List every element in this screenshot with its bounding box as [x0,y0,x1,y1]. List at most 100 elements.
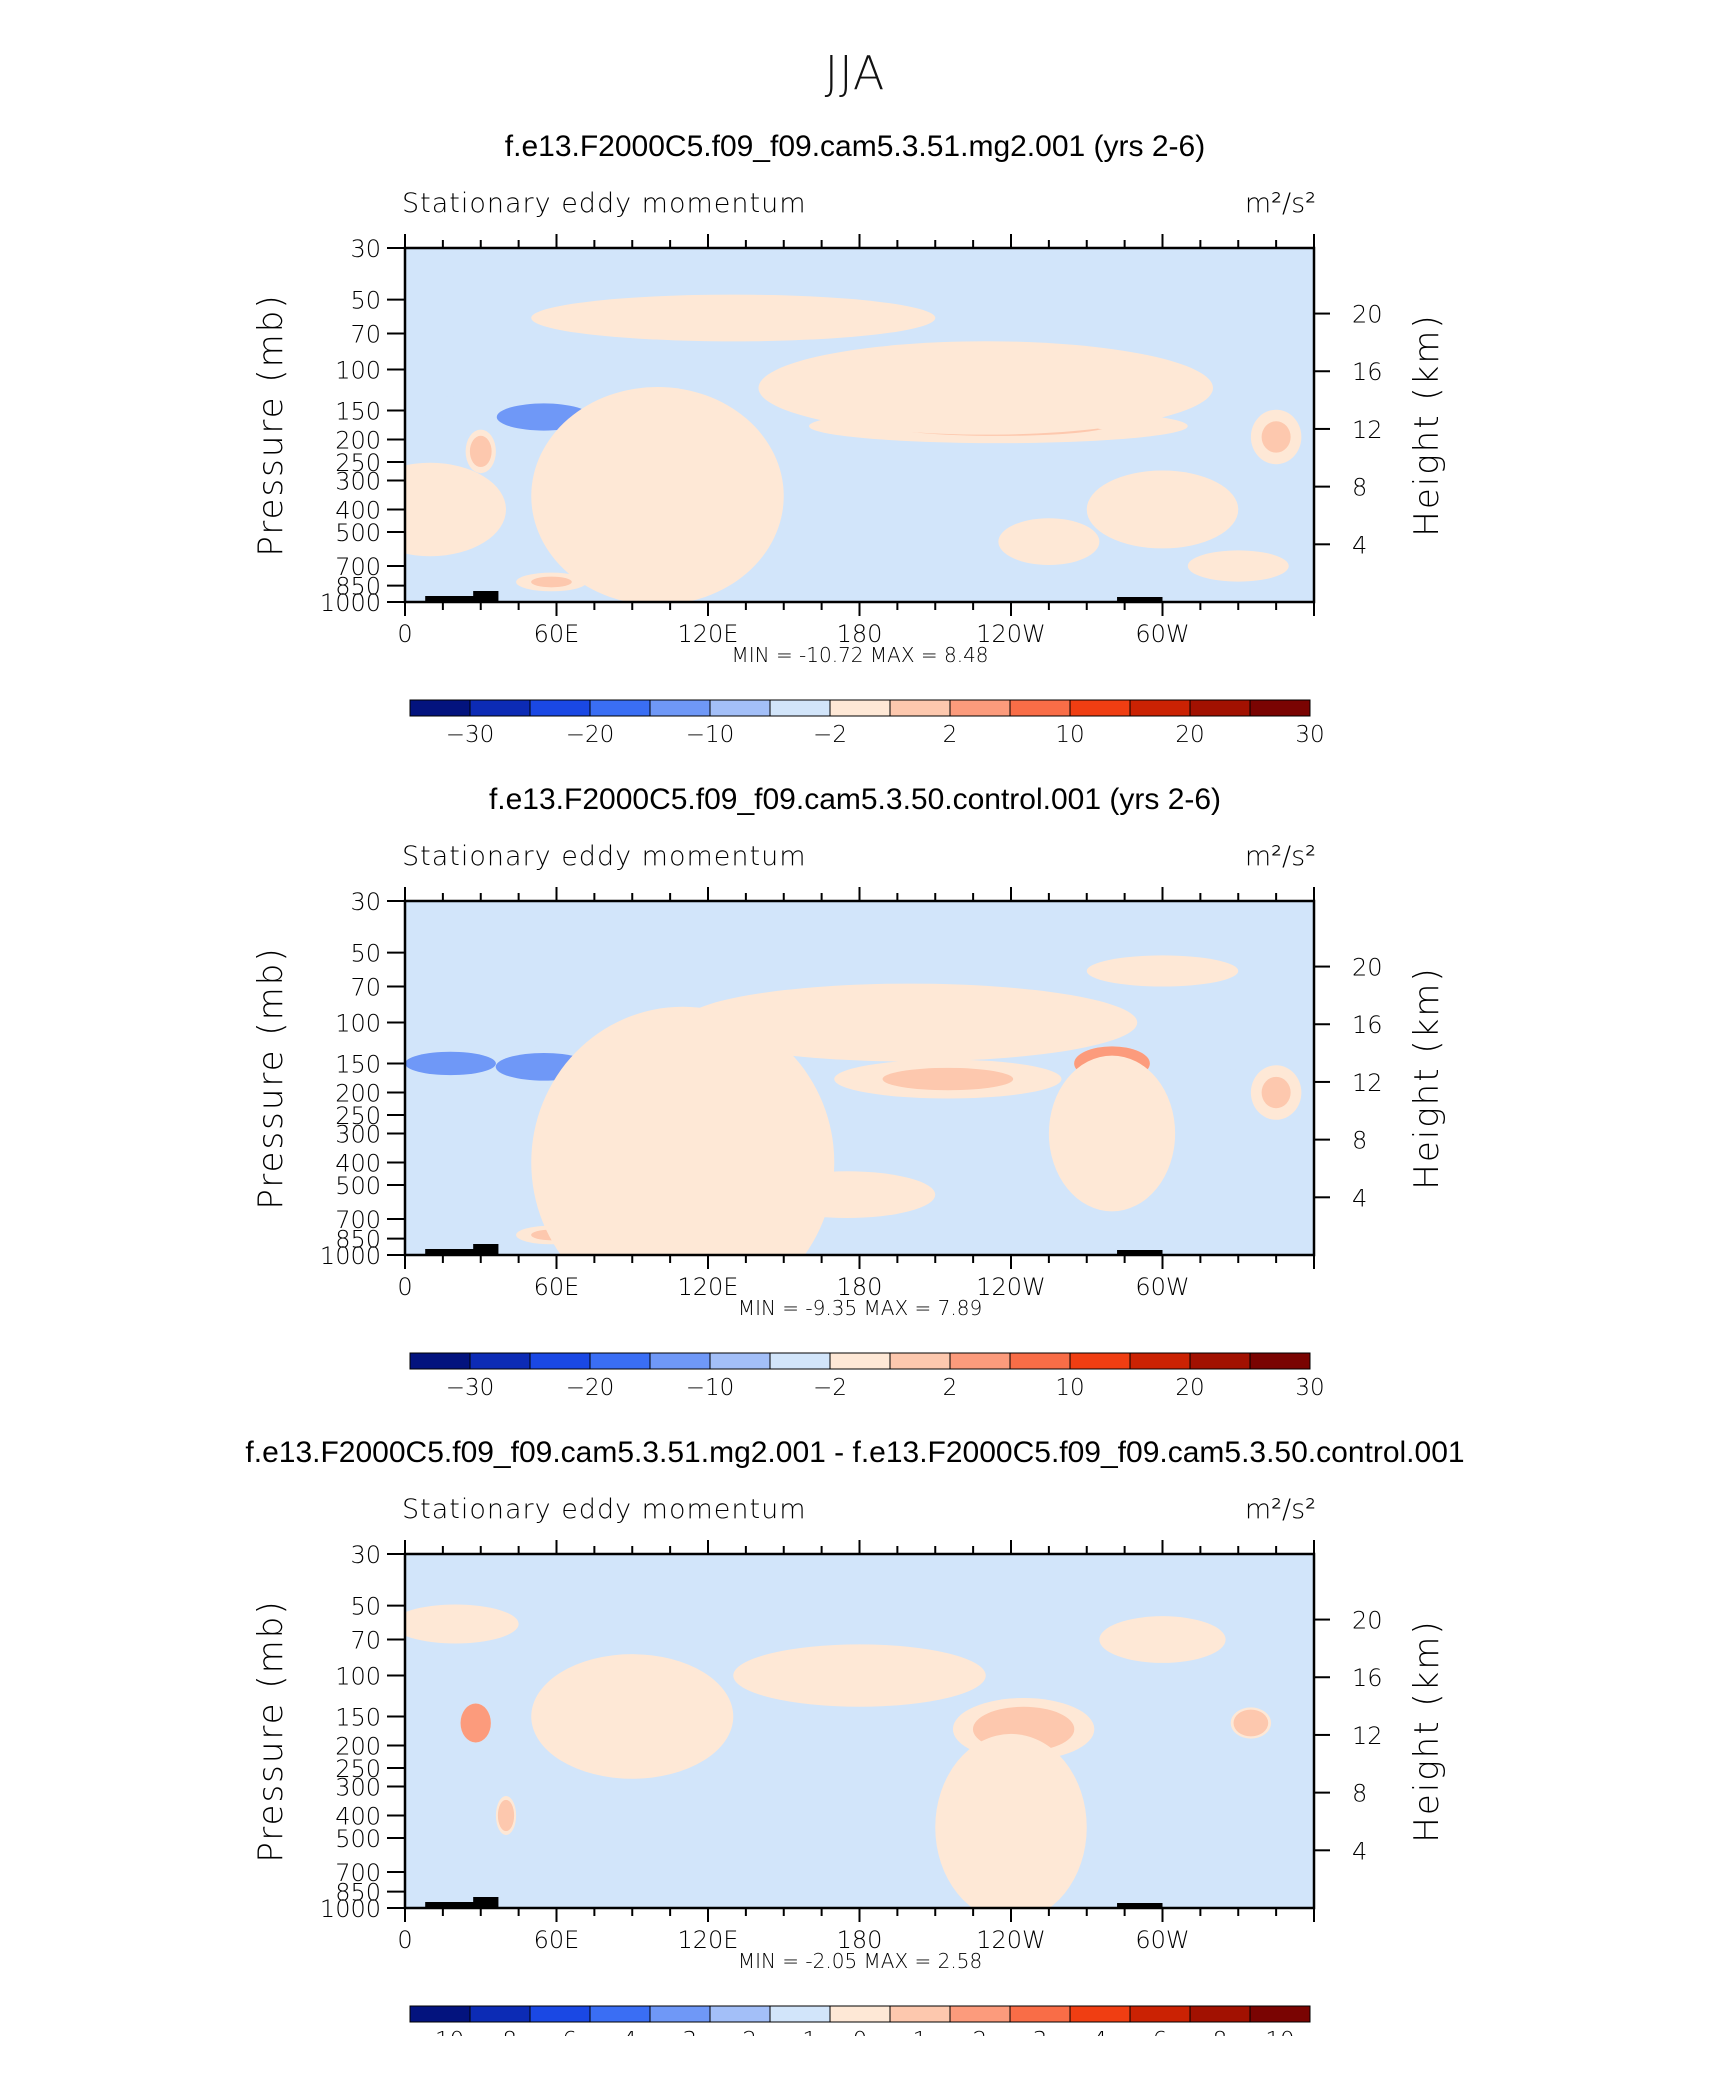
y2-tick-label: 8 [1352,1780,1367,1808]
colorbar-label: −1 [783,2028,817,2036]
contour-region [531,387,784,602]
y-tick-label: 300 [335,467,381,495]
colorbar-swatch [949,699,1011,717]
y-tick-label: 150 [335,1050,381,1078]
y-axis-label: Pressure (mb) [251,1599,291,1862]
colorbar-swatch [1249,2005,1311,2023]
colorbar-swatch [1129,699,1191,717]
chart-svg: Stationary eddy momentum m²/s²0 60E 120E 180… [251,1494,1447,2036]
contour-region [1261,1076,1291,1109]
contour-region [1099,1616,1226,1663]
field-label: Stationary eddy momentum [402,1494,807,1525]
colorbar-swatch [1069,1352,1131,1370]
x-tick-label: 60E [534,1273,580,1301]
x-tick-label: 120E [678,620,739,648]
colorbar-label: 10 [1265,2028,1294,2036]
colorbar-swatch [589,2005,651,2023]
chart-svg: Stationary eddy momentum m²/s²0 60E 120E 180… [251,188,1447,748]
figure-title: JJA [824,46,886,100]
colorbar-label: 8 [1213,2028,1228,2036]
x-tick-label: 60E [534,1926,580,1954]
y-tick-label: 150 [335,1703,381,1731]
topography [425,596,489,602]
panel-control: f.e13.F2000C5.f09_f09.cam5.3.50.control.… [0,783,1710,1433]
colorbar-label: −10 [686,722,735,748]
contour-region [1048,1055,1176,1212]
y2-tick-label: 16 [1352,358,1383,386]
y-tick-label: 70 [350,1627,381,1655]
colorbar-label: −10 [416,2028,465,2036]
colorbar-swatch [709,1352,771,1370]
y-tick-label: 700 [335,1206,381,1234]
colorbar-label: 20 [1175,1375,1204,1401]
y-tick-label: 30 [350,1541,381,1569]
contour-region [460,1703,491,1743]
y2-tick-label: 4 [1352,531,1367,559]
y-tick-label: 400 [335,1802,381,1830]
colorbar-swatch [1249,699,1311,717]
contour-region [682,983,1138,1062]
contour-region [733,1644,986,1707]
contour-region [1086,470,1239,549]
y-tick-label: 150 [335,397,381,425]
colorbar-label: −30 [446,722,495,748]
colorbar-swatch [949,2005,1011,2023]
min-max-stats: MIN = -9.35 MAX = 7.89 [738,1296,982,1320]
y-tick-label: 200 [335,1733,381,1761]
x-tick-label: 0 [397,620,412,648]
y-tick-label: 100 [335,357,381,385]
colorbar-label: 4 [1093,2028,1108,2036]
y-tick-label: 70 [350,321,381,349]
contour-region [1220,1069,1246,1116]
colorbar-label: 3 [1033,2028,1048,2036]
x-tick-label: 60W [1135,1273,1189,1301]
colorbar-swatch [649,699,711,717]
colorbar-label: −3 [663,2028,697,2036]
colorbar-label: 30 [1295,722,1324,748]
colorbar-swatch [1189,699,1251,717]
y-tick-label: 50 [350,1593,381,1621]
y2-tick-label: 12 [1352,416,1383,444]
topography [1117,1250,1163,1255]
y-tick-label: 250 [335,1755,381,1783]
x-tick-label: 120W [976,620,1046,648]
colorbar-label: 6 [1153,2028,1168,2036]
colorbar-label: −2 [813,722,847,748]
x-tick-label: 0 [397,1273,412,1301]
colorbar-swatch [589,699,651,717]
colorbar-swatch [529,2005,591,2023]
topography [473,1897,499,1908]
contour-region [531,1006,835,1255]
colorbar-label: 20 [1175,722,1204,748]
colorbar-swatch [469,2005,531,2023]
colorbar-swatch [1069,2005,1131,2023]
contour-region [412,396,484,418]
contour-field [405,248,1314,602]
colorbar-label: −30 [446,1375,495,1401]
x-tick-label: 180 [837,1273,883,1301]
y-tick-label: 70 [350,974,381,1002]
colorbar-label: −2 [723,2028,757,2036]
contour-region [497,1799,515,1832]
colorbar-swatch [1009,1352,1071,1370]
y2-tick-label: 16 [1352,1011,1383,1039]
colorbar-swatch [889,1352,951,1370]
colorbar-swatch [829,2005,891,2023]
y2-tick-label: 12 [1352,1722,1383,1750]
y-tick-label: 300 [335,1773,381,1801]
colorbar-swatch [1189,2005,1251,2023]
colorbar-swatch [1129,1352,1191,1370]
y-tick-label: 1000 [320,589,381,617]
field-label: Stationary eddy momentum [402,188,807,219]
y2-tick-label: 20 [1352,301,1383,329]
field-label: Stationary eddy momentum [402,841,807,872]
y-tick-label: 300 [335,1120,381,1148]
y-tick-label: 50 [350,287,381,315]
colorbar-swatch [409,699,471,717]
colorbar-swatch [1009,2005,1071,2023]
y-tick-label: 850 [335,573,381,601]
x-tick-label: 120W [976,1273,1046,1301]
contour-region [531,576,572,588]
contour-region [531,1654,734,1779]
y2-tick-label: 4 [1352,1837,1367,1865]
